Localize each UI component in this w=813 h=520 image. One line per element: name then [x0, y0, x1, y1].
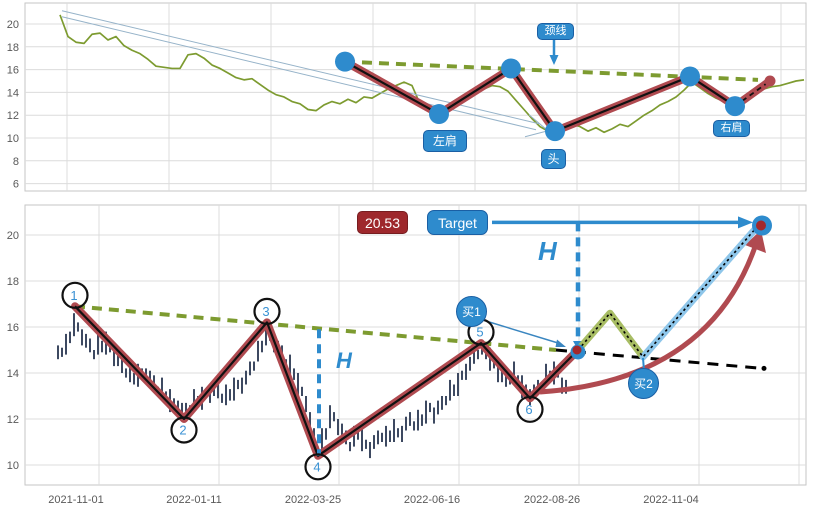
bottom-y-tick-label: 12	[7, 414, 19, 426]
pivot-dot	[501, 58, 521, 78]
top-y-tick-label: 20	[7, 19, 19, 31]
bottom-panel: 2018161412102021-11-012022-01-112022-03-…	[7, 205, 806, 506]
breakout-marker-inner	[573, 346, 582, 355]
pivot-number: 5	[476, 325, 483, 340]
bottom-x-tick-label: 2021-11-01	[48, 494, 103, 506]
top-y-tick-label: 16	[7, 65, 19, 77]
pivot-number: 6	[525, 402, 532, 417]
top-panel: 20 18 16 14 12 10 8 6	[7, 3, 806, 191]
bottom-y-tick-label: 10	[7, 460, 19, 472]
target-price-value: 20.53	[365, 216, 400, 230]
target-price-badge: 20.53	[357, 211, 408, 234]
top-y-tick-label: 8	[13, 156, 19, 168]
bottom-y-tick-label: 16	[7, 322, 19, 334]
bottom-x-tick-label: 2022-06-16	[404, 494, 460, 506]
neckline-badge: 颈线	[537, 23, 574, 40]
buy1-marker: 买1	[456, 296, 487, 327]
buy1-label: 买1	[462, 303, 481, 320]
top-y-tick-label: 6	[13, 179, 19, 191]
bottom-x-tick-label: 2022-08-26	[524, 494, 580, 506]
neckline-badge-label: 颈线	[545, 26, 567, 37]
pivot-dot	[335, 52, 355, 72]
pivot-dot	[429, 104, 449, 124]
head-badge: 头	[541, 149, 566, 169]
pivot-number: 4	[313, 459, 320, 474]
buy2-marker: 买2	[628, 368, 659, 399]
pivot-dot	[545, 121, 565, 141]
left-shoulder-badge: 左肩	[423, 130, 467, 152]
head-badge-label: 头	[547, 153, 559, 165]
bottom-y-tick-label: 14	[7, 368, 19, 380]
pivot-number: 3	[262, 304, 269, 319]
top-zigzag-end-dot	[765, 76, 776, 87]
height-label-left: H	[336, 348, 352, 374]
bottom-y-tick-label: 18	[7, 276, 19, 288]
target-badge-label: Target	[438, 216, 477, 230]
bottom-x-tick-label: 2022-01-11	[166, 494, 221, 506]
top-y-tick-label: 18	[7, 42, 19, 54]
buy2-label: 买2	[634, 375, 653, 392]
pivot-number: 2	[179, 423, 186, 438]
right-shoulder-badge-label: 右肩	[721, 123, 743, 134]
bottom-x-tick-label: 2022-03-25	[285, 494, 341, 506]
left-shoulder-badge-label: 左肩	[433, 135, 457, 147]
pivot-dot	[680, 66, 700, 86]
chart-stage: 201816141210862018161412102021-11-012022…	[0, 0, 813, 520]
target-marker-inner	[756, 221, 766, 231]
top-y-tick-label: 10	[7, 133, 19, 145]
height-label-right: H	[538, 236, 557, 267]
top-y-tick-label: 12	[7, 110, 19, 122]
pivot-dot	[725, 96, 745, 116]
top-y-tick-label: 14	[7, 87, 19, 99]
neckline-extension-end-dot	[762, 366, 767, 371]
head-shoulders-chart-canvas: 201816141210862018161412102021-11-012022…	[0, 0, 813, 520]
bottom-y-tick-label: 20	[7, 230, 19, 242]
bottom-x-tick-label: 2022-11-04	[643, 494, 698, 506]
right-shoulder-badge: 右肩	[713, 120, 750, 137]
pivot-number: 1	[70, 288, 77, 303]
target-badge: Target	[427, 210, 488, 235]
